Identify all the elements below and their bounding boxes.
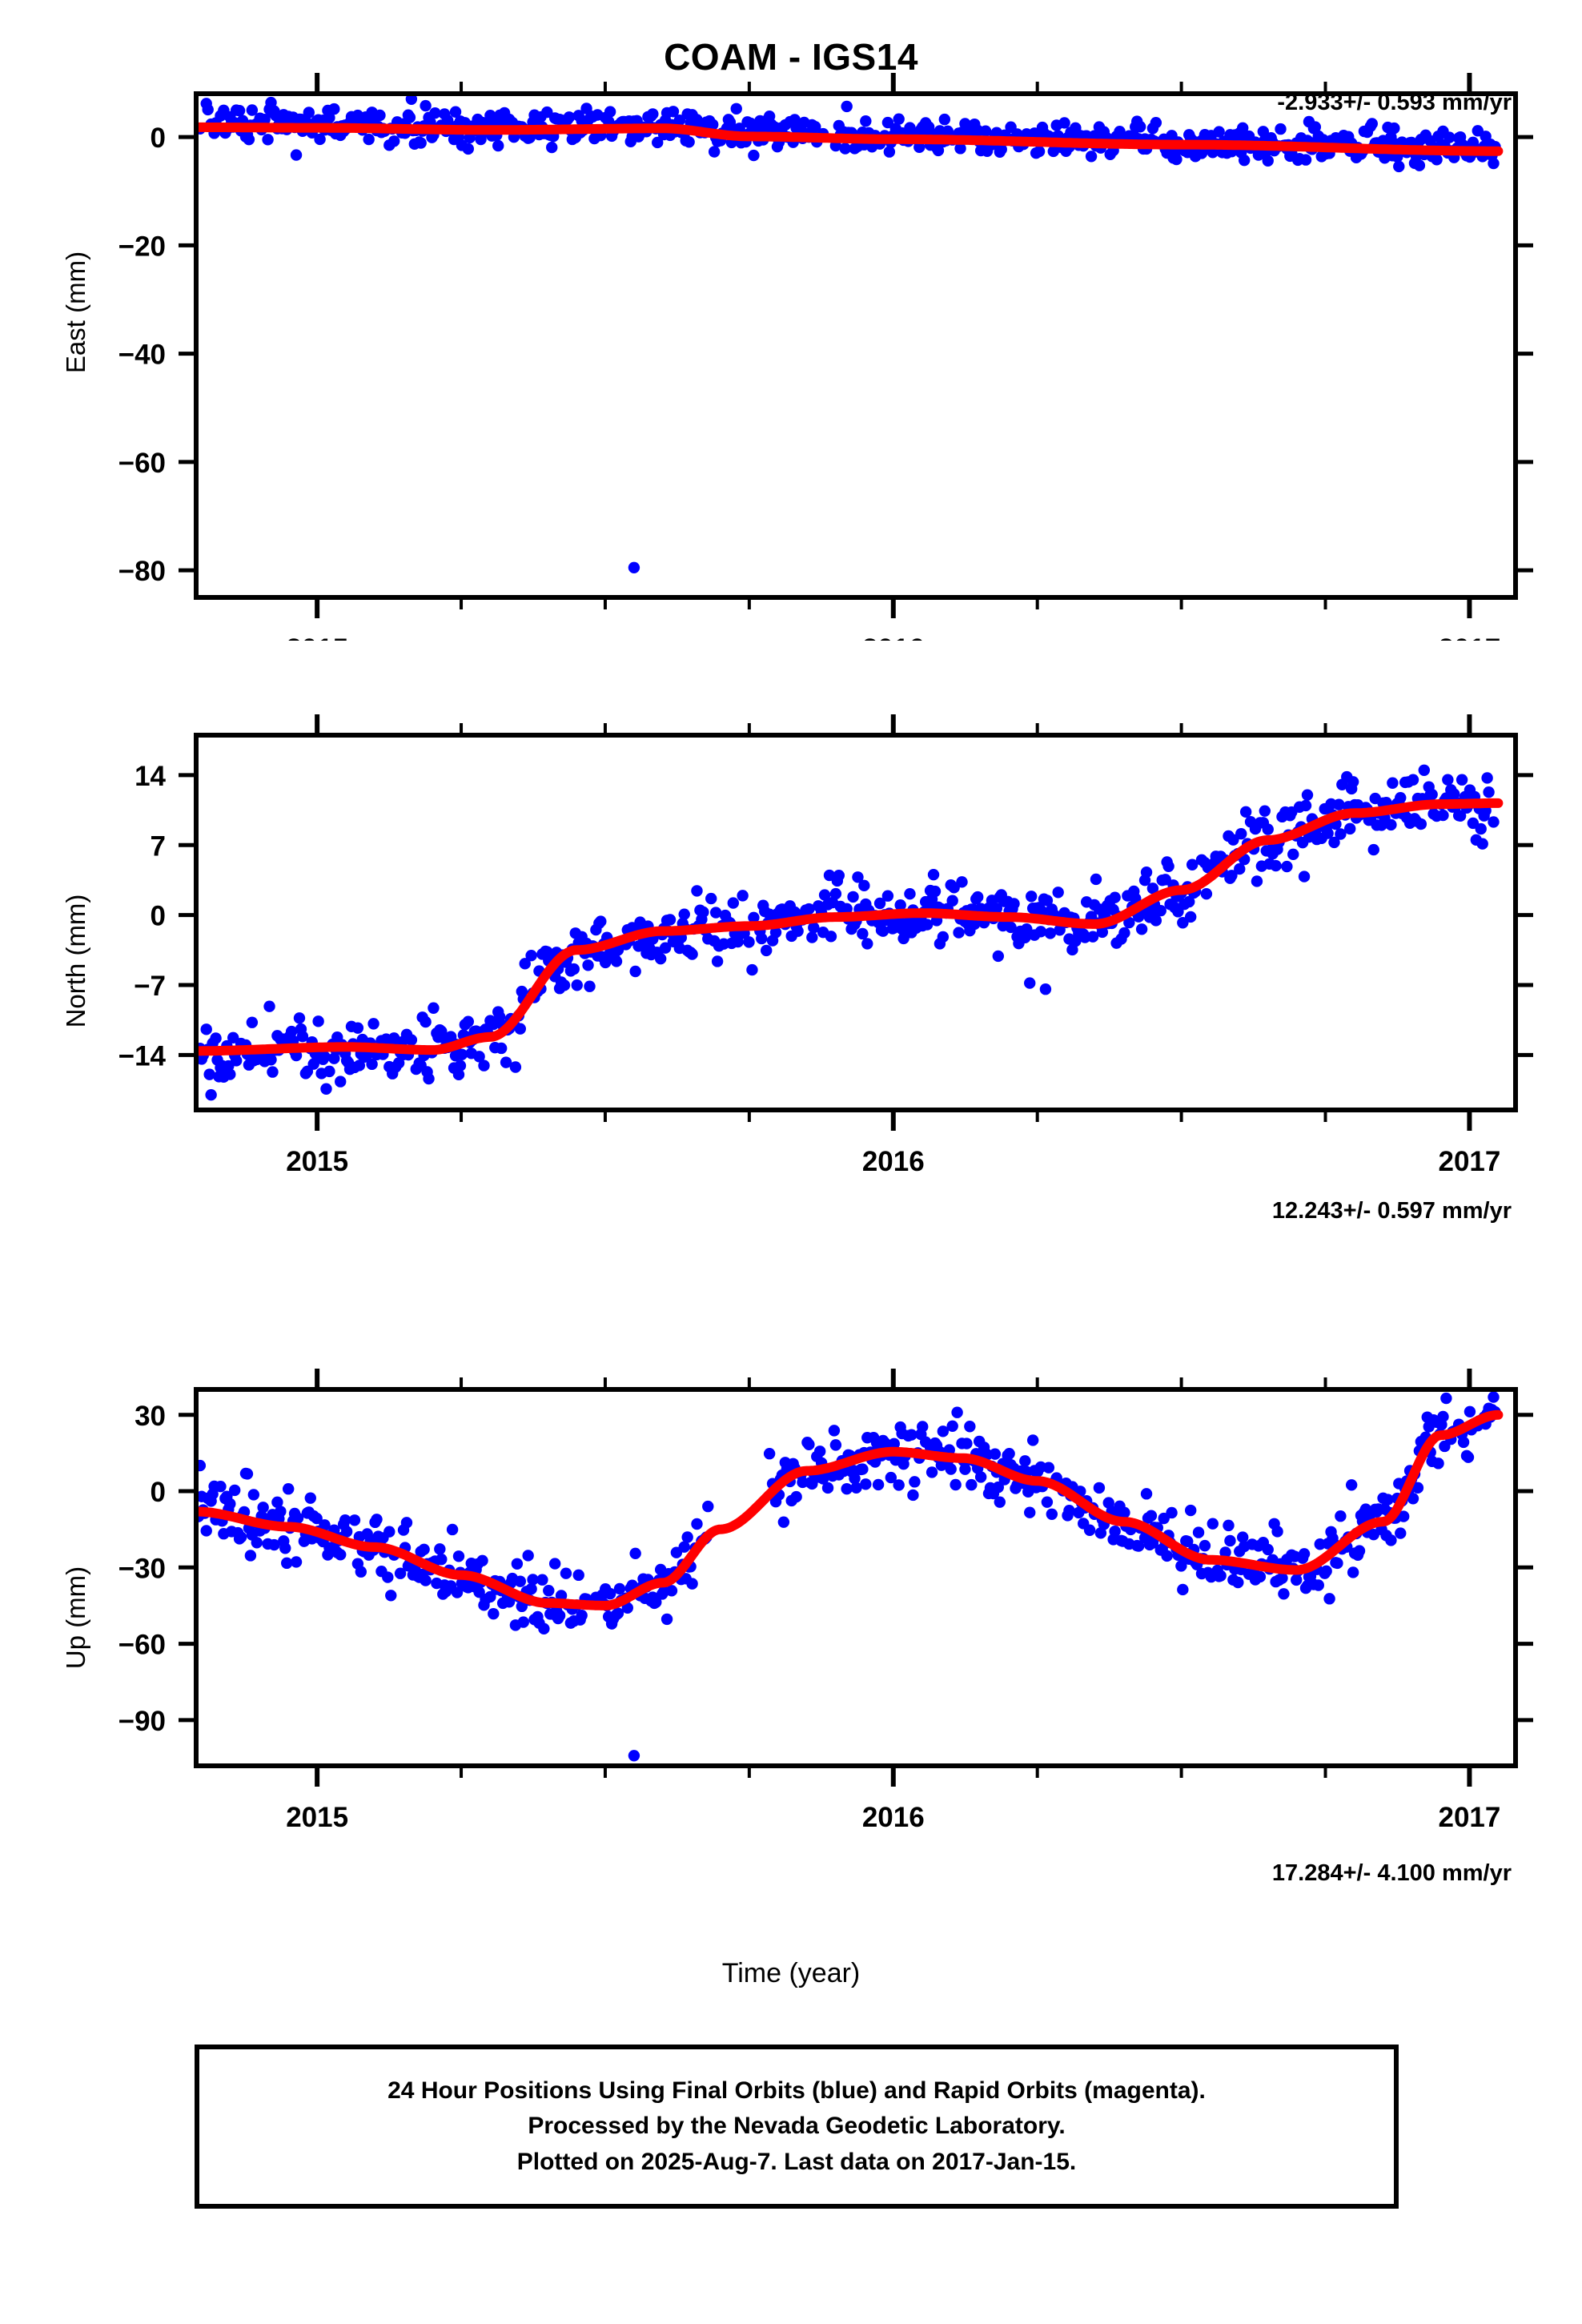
data-layer-east xyxy=(199,96,1504,574)
caption-line-2: Processed by the Nevada Geodetic Laborat… xyxy=(528,2113,1066,2140)
xtick-label: 2017 xyxy=(1438,633,1500,641)
plot-frame xyxy=(194,91,1518,600)
ytick-label: 0 xyxy=(151,1477,166,1508)
ytick-label: 0 xyxy=(151,123,166,154)
xtick-label: 2015 xyxy=(286,1802,348,1833)
ytick-label: −14 xyxy=(118,1040,167,1072)
ylabel-up: Up (mm) xyxy=(61,1566,90,1670)
ytick-label: −30 xyxy=(118,1553,166,1584)
ylabel-north: North (mm) xyxy=(61,894,90,1028)
ytick-label: −60 xyxy=(118,1630,166,1661)
ytick-label: −80 xyxy=(118,556,166,587)
data-layer-up xyxy=(199,1392,1504,1762)
xtick-label: 2017 xyxy=(1438,1146,1500,1177)
ytick-label: 30 xyxy=(135,1401,166,1432)
rate-annotation-north: 12.243+/- 0.597 mm/yr xyxy=(1271,1198,1512,1224)
plot-frame xyxy=(194,733,1518,1112)
page-title: COAM - IGS14 xyxy=(664,36,918,78)
xtick-label: 2016 xyxy=(862,633,925,641)
ytick-label: −90 xyxy=(118,1706,166,1737)
data-layer-north xyxy=(199,764,1504,1101)
data-points xyxy=(199,1392,1501,1762)
model-fit-line xyxy=(199,1409,1504,1610)
rate-annotation-up: 17.284+/- 4.100 mm/yr xyxy=(1271,1860,1512,1886)
xtick-label: 2016 xyxy=(862,1146,925,1177)
data-points xyxy=(199,96,1501,574)
model-fit-line xyxy=(199,798,1504,1056)
ytick-label: −40 xyxy=(118,340,166,371)
xtick-label: 2017 xyxy=(1438,1802,1500,1833)
ytick-label: −7 xyxy=(134,971,166,1002)
ytick-label: −20 xyxy=(118,231,166,262)
panel-up: 30 0 −30 −60 −90 2015 2016 2017 xyxy=(0,1295,1582,1960)
xtick-label: 2016 xyxy=(862,1802,925,1833)
caption-line-1: 24 Hour Positions Using Final Orbits (bl… xyxy=(387,2077,1206,2105)
xtick-label: 2015 xyxy=(286,1146,348,1177)
xtick-label: 2015 xyxy=(286,633,348,641)
caption-line-3: Plotted on 2025-Aug-7. Last data on 2017… xyxy=(516,2148,1077,2175)
ytick-label: 0 xyxy=(151,901,166,932)
ytick-label: 14 xyxy=(135,761,166,792)
ytick-label: −60 xyxy=(118,448,166,479)
xaxis-title: Time (year) xyxy=(721,1958,861,1988)
plot-frame xyxy=(194,1387,1518,1768)
caption-box: 24 Hour Positions Using Final Orbits (bl… xyxy=(195,2045,1399,2209)
panel-north-svg: 14 7 0 −7 −14 2015 2016 2017 xyxy=(118,714,1533,1177)
panel-east-svg: 0 −20 −40 −60 −80 2015 2016 2017 xyxy=(118,73,1533,641)
model-fit-line xyxy=(199,122,1504,156)
panel-north: 14 7 0 −7 −14 2015 2016 2017 xyxy=(0,641,1582,1295)
rate-annotation-east: -2.933+/- 0.593 mm/yr xyxy=(1277,90,1512,115)
panel-east: 0 −20 −40 −60 −80 2015 2016 2017 xyxy=(0,0,1582,641)
panel-up-svg: 30 0 −30 −60 −90 2015 2016 2017 xyxy=(118,1369,1533,1833)
ylabel-east: East (mm) xyxy=(61,251,90,374)
ytick-label: 7 xyxy=(151,830,166,862)
